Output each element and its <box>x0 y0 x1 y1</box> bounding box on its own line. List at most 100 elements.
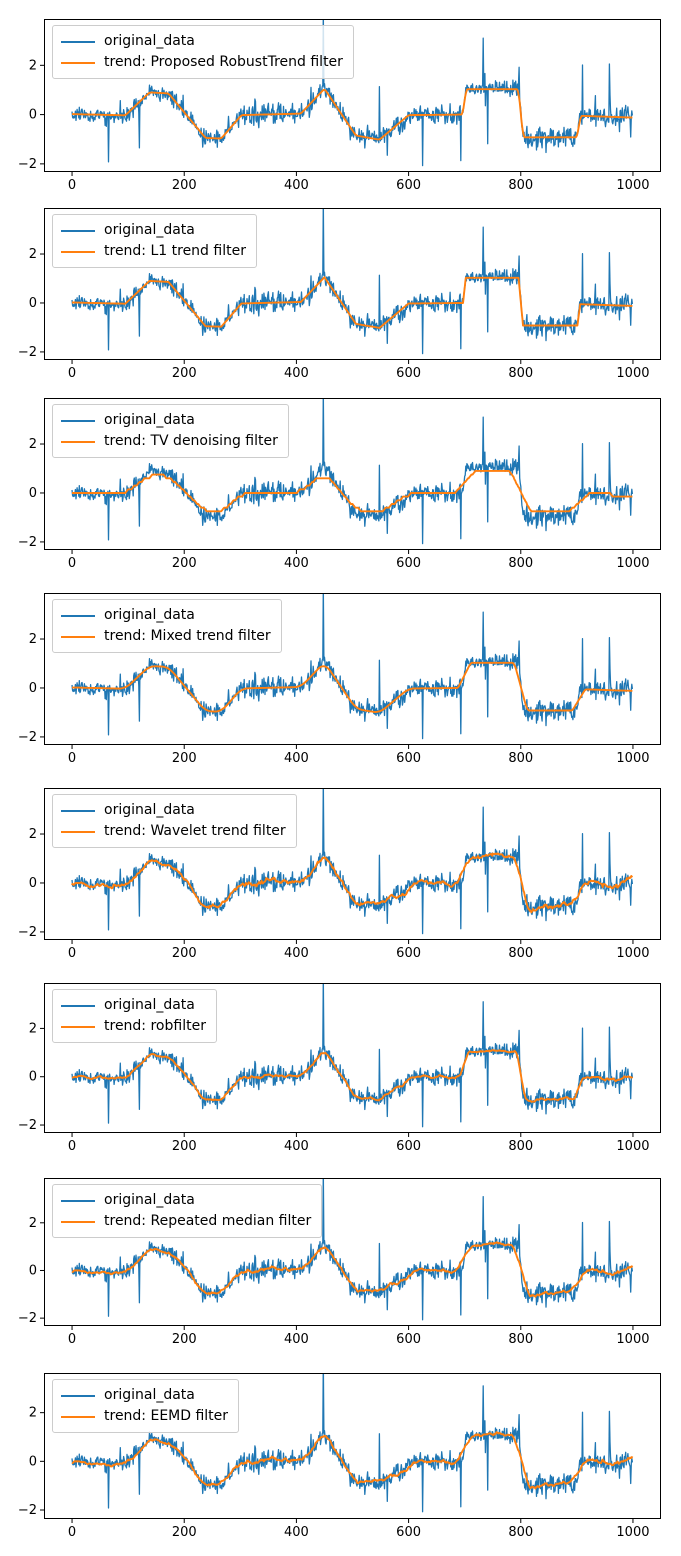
y-tick-label: 2 <box>29 1406 37 1421</box>
legend-label-original: original_data <box>104 1387 195 1403</box>
legend-entry-original: original_data <box>61 220 246 241</box>
legend-label-original: original_data <box>104 607 195 623</box>
x-tick-label: 400 <box>284 366 309 381</box>
legend-label-original: original_data <box>104 997 195 1013</box>
y-tick-label: 0 <box>29 681 37 696</box>
legend-entry-original: original_data <box>61 31 343 52</box>
legend-entry-trend: trend: L1 trend filter <box>61 241 246 262</box>
y-tick-label: −2 <box>18 1311 37 1326</box>
plot-canvas: 0 200 400 600 800 1000 −2 0 2 <box>18 983 661 1154</box>
legend: original_data trend: robfilter <box>52 989 217 1043</box>
plot-canvas: 0 200 400 600 800 1000 −2 0 2 <box>18 1178 661 1347</box>
x-tick-label: 200 <box>172 1332 197 1347</box>
x-tick-label: 1000 <box>616 556 649 571</box>
legend-label-trend: trend: L1 trend filter <box>104 243 246 259</box>
legend-entry-trend: trend: TV denoising filter <box>61 431 278 452</box>
y-tick-label: 2 <box>29 58 37 73</box>
subplot-l1: 0 200 400 600 800 1000 −2 0 2 original_data tren… <box>0 208 681 394</box>
y-tick-label: −2 <box>18 730 37 745</box>
axes-frame <box>44 208 661 360</box>
axes-frame <box>44 1178 661 1326</box>
trend-line <box>71 1049 634 1103</box>
legend-label-trend: trend: Proposed RobustTrend filter <box>104 54 343 70</box>
y-tick-label: 2 <box>29 437 37 452</box>
original-data-legend-line <box>61 40 95 43</box>
original-data-legend-line <box>61 1394 95 1397</box>
y-tick-label: 2 <box>29 1216 37 1231</box>
x-tick-label: 600 <box>396 1332 421 1347</box>
x-tick-label: 800 <box>508 751 533 766</box>
legend: original_data trend: Repeated median fil… <box>52 1184 323 1238</box>
x-tick-label: 600 <box>396 178 421 193</box>
plot-canvas: 0 200 400 600 800 1000 −2 0 2 <box>18 19 661 193</box>
x-tick-label: 1000 <box>616 946 649 961</box>
y-tick-label: −2 <box>18 925 37 940</box>
axes-frame <box>44 788 661 940</box>
y-tick-label: 0 <box>29 1263 37 1278</box>
x-tick-label: 1000 <box>616 1139 649 1154</box>
x-tick-label: 0 <box>68 1332 76 1347</box>
x-tick-label: 200 <box>172 1139 197 1154</box>
legend-entry-original: original_data <box>61 410 278 431</box>
y-tick-label: −2 <box>18 1503 37 1518</box>
y-tick-label: 0 <box>29 108 37 123</box>
legend-label-trend: trend: Mixed trend filter <box>104 628 271 644</box>
legend-entry-trend: trend: robfilter <box>61 1016 206 1037</box>
original-data-legend-line <box>61 419 95 422</box>
x-tick-label: 1000 <box>616 366 649 381</box>
axes-frame <box>44 19 661 172</box>
legend-label-original: original_data <box>104 802 195 818</box>
legend-label-original: original_data <box>104 222 195 238</box>
x-tick-label: 600 <box>396 946 421 961</box>
y-tick-label: −2 <box>18 1118 37 1133</box>
x-tick-label: 400 <box>284 751 309 766</box>
y-tick-label: 2 <box>29 632 37 647</box>
legend-entry-original: original_data <box>61 605 271 626</box>
y-tick-label: 2 <box>29 827 37 842</box>
x-tick-label: 600 <box>396 1139 421 1154</box>
legend-entry-original: original_data <box>61 995 206 1016</box>
x-tick-label: 800 <box>508 1332 533 1347</box>
legend: original_data trend: L1 trend filter <box>52 214 257 268</box>
x-tick-label: 200 <box>172 946 197 961</box>
axes-frame <box>44 398 661 550</box>
legend-entry-trend: trend: Repeated median filter <box>61 1211 311 1232</box>
x-tick-label: 600 <box>396 751 421 766</box>
original-data-line <box>71 593 634 740</box>
legend-entry-original: original_data <box>61 1190 311 1211</box>
x-tick-label: 800 <box>508 178 533 193</box>
trend-line <box>71 469 633 513</box>
trend-legend-line <box>61 1025 95 1028</box>
legend-entry-original: original_data <box>61 800 286 821</box>
legend-label-trend: trend: Repeated median filter <box>104 1213 312 1229</box>
subplot-wavelet: 0 200 400 600 800 1000 −2 0 2 original_data tren… <box>0 788 681 974</box>
trend-legend-line <box>61 1220 95 1223</box>
y-tick-label: 2 <box>29 247 37 262</box>
trend-line <box>71 852 634 914</box>
original-data-legend-line <box>61 229 95 232</box>
x-tick-label: 400 <box>284 946 309 961</box>
legend-label-original: original_data <box>104 1192 195 1208</box>
x-tick-label: 0 <box>68 1525 76 1540</box>
legend-entry-trend: trend: Proposed RobustTrend filter <box>61 52 343 73</box>
legend-entry-trend: trend: Mixed trend filter <box>61 626 271 647</box>
x-tick-label: 800 <box>508 366 533 381</box>
trend-line <box>71 88 633 141</box>
x-tick-label: 0 <box>68 751 76 766</box>
trend-legend-line <box>61 830 95 833</box>
trend-line <box>71 1241 634 1298</box>
legend-label-trend: trend: Wavelet trend filter <box>104 823 286 839</box>
x-tick-label: 400 <box>284 1525 309 1540</box>
x-tick-label: 1000 <box>616 1332 649 1347</box>
legend-label-trend: trend: EEMD filter <box>104 1408 229 1424</box>
subplot-robusttrend: 0 200 400 600 800 1000 −2 0 2 original_data tren… <box>0 19 681 206</box>
subplot-eemd: 0 200 400 600 800 1000 −2 0 2 original_data tren… <box>0 1373 681 1553</box>
trend-line <box>71 276 633 329</box>
original-data-legend-line <box>61 614 95 617</box>
legend-entry-trend: trend: EEMD filter <box>61 1406 228 1427</box>
y-tick-label: 0 <box>29 1070 37 1085</box>
x-tick-label: 200 <box>172 751 197 766</box>
x-tick-label: 0 <box>68 556 76 571</box>
legend-label-trend: trend: robfilter <box>104 1018 206 1034</box>
